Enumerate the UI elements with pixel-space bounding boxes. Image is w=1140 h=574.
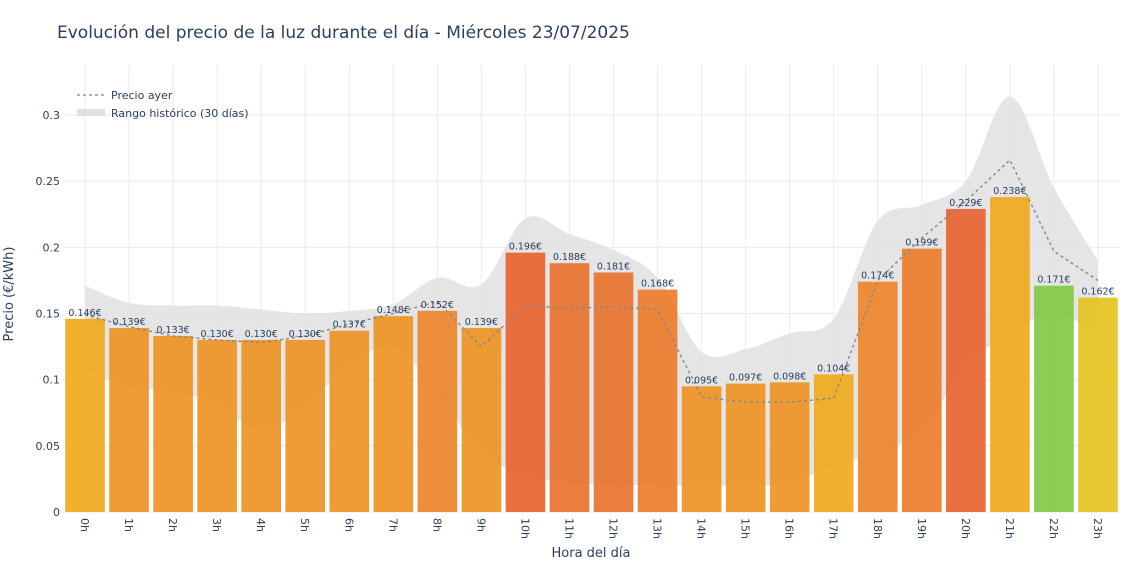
x-tick-label: 6h: [342, 518, 355, 532]
x-tick-label: 22h: [1047, 518, 1060, 539]
x-tick-label: 12h: [607, 518, 620, 539]
price-bar-10h[interactable]: [505, 252, 546, 513]
price-bar-5h[interactable]: [285, 339, 326, 512]
x-tick-label: 1h: [122, 518, 135, 532]
price-bar-0h[interactable]: [65, 318, 105, 512]
x-tick-label: 21h: [1003, 518, 1016, 539]
legend-band-swatch: [77, 109, 105, 116]
x-axis-title: Hora del día: [552, 546, 631, 561]
bar-value-label: 0.181€: [597, 261, 630, 272]
x-tick-label: 7h: [386, 518, 399, 532]
price-bar-3h[interactable]: [197, 339, 237, 512]
price-bar-13h[interactable]: [637, 289, 678, 512]
price-bar-18h[interactable]: [857, 281, 898, 512]
price-bar-8h[interactable]: [417, 310, 458, 512]
x-tick-label: 19h: [915, 518, 928, 539]
price-bar-2h[interactable]: [153, 335, 193, 512]
bar-value-label: 0.188€: [553, 252, 586, 263]
x-tick-label: 3h: [210, 518, 223, 532]
x-tick-label: 2h: [166, 518, 179, 532]
bar-value-label: 0.130€: [289, 329, 322, 340]
x-tick-label: 20h: [959, 518, 972, 539]
price-bar-7h[interactable]: [373, 316, 414, 512]
y-axis-title: Precio (€/kWh): [2, 247, 17, 342]
chart-title: Evolución del precio de la luz durante e…: [57, 23, 630, 43]
x-tick-label: 14h: [695, 518, 708, 539]
price-bar-23h[interactable]: [1078, 297, 1118, 512]
price-bar-19h[interactable]: [901, 248, 942, 512]
bar-value-label: 0.196€: [509, 242, 542, 253]
x-tick-label: 13h: [651, 518, 664, 539]
price-bar-6h[interactable]: [329, 330, 370, 512]
axes: 0 0.05 0.1 0.15 0.2 0.25 0.3 0h 1h 2h 3h 4h 5h 6h 7h 8h…: [36, 109, 1104, 539]
bar-value-label: 0.139€: [112, 317, 145, 328]
bar-value-label: 0.148€: [377, 305, 410, 316]
price-bar-1h[interactable]: [109, 328, 149, 512]
price-bar-20h[interactable]: [946, 208, 986, 512]
price-bar-22h[interactable]: [1034, 285, 1074, 512]
x-tick-label: 11h: [562, 518, 575, 539]
x-tick-label: 17h: [827, 518, 840, 539]
x-tick-label: 18h: [871, 518, 884, 539]
bar-value-label: 0.098€: [773, 371, 806, 382]
y-tick-label: 0.05: [36, 440, 61, 453]
x-tick-label: 4h: [254, 518, 267, 532]
bar-value-label: 0.104€: [817, 363, 850, 374]
legend: Precio ayer Rango histórico (30 días): [77, 89, 249, 120]
price-bar-16h[interactable]: [769, 382, 810, 512]
price-bar-12h[interactable]: [593, 272, 634, 512]
x-tick-label: 0h: [78, 518, 91, 532]
y-tick-label: 0.1: [43, 374, 61, 387]
legend-label-rango-historico: Rango histórico (30 días): [111, 107, 249, 120]
data-labels: 0.146€ 0.139€ 0.133€ 0.130€ 0.130€ 0.130€ 0.13…: [68, 186, 1114, 386]
bars: [65, 197, 1118, 513]
bar-value-label: 0.171€: [1037, 275, 1070, 286]
x-tick-label: 10h: [518, 518, 531, 539]
x-tick-label: 9h: [474, 518, 487, 532]
bar-value-label: 0.199€: [905, 238, 938, 249]
bar-value-label: 0.168€: [641, 279, 674, 290]
y-tick-label: 0.15: [36, 308, 61, 321]
bar-value-label: 0.095€: [685, 375, 718, 386]
bar-value-label: 0.097€: [729, 373, 762, 384]
bar-value-label: 0.130€: [201, 329, 234, 340]
price-bar-14h[interactable]: [681, 386, 722, 512]
price-bar-11h[interactable]: [549, 263, 590, 512]
legend-label-precio-ayer: Precio ayer: [111, 89, 173, 102]
x-tick-label: 5h: [298, 518, 311, 532]
y-tick-label: 0.25: [36, 175, 61, 188]
price-bar-15h[interactable]: [725, 383, 766, 512]
x-tick-label: 8h: [430, 518, 443, 532]
price-bar-17h[interactable]: [813, 374, 854, 512]
x-tick-label: 15h: [739, 518, 752, 539]
y-tick-label: 0.2: [43, 241, 61, 254]
x-tick-label: 23h: [1091, 518, 1104, 539]
y-tick-label: 0: [53, 506, 60, 519]
y-tick-label: 0.3: [43, 109, 61, 122]
price-bar-21h[interactable]: [990, 197, 1030, 512]
x-tick-label: 16h: [783, 518, 796, 539]
bar-value-label: 0.137€: [333, 320, 366, 331]
bar-value-label: 0.229€: [949, 198, 982, 209]
price-bar-9h[interactable]: [461, 328, 502, 512]
bar-value-label: 0.130€: [245, 329, 278, 340]
bar-value-label: 0.139€: [465, 317, 498, 328]
bar-value-label: 0.152€: [421, 300, 454, 311]
bar-value-label: 0.174€: [861, 271, 894, 282]
bar-value-label: 0.238€: [993, 186, 1026, 197]
bar-value-label: 0.162€: [1081, 287, 1114, 298]
price-bar-4h[interactable]: [241, 339, 282, 512]
bar-value-label: 0.133€: [156, 325, 189, 336]
bar-value-label: 0.146€: [68, 308, 101, 319]
